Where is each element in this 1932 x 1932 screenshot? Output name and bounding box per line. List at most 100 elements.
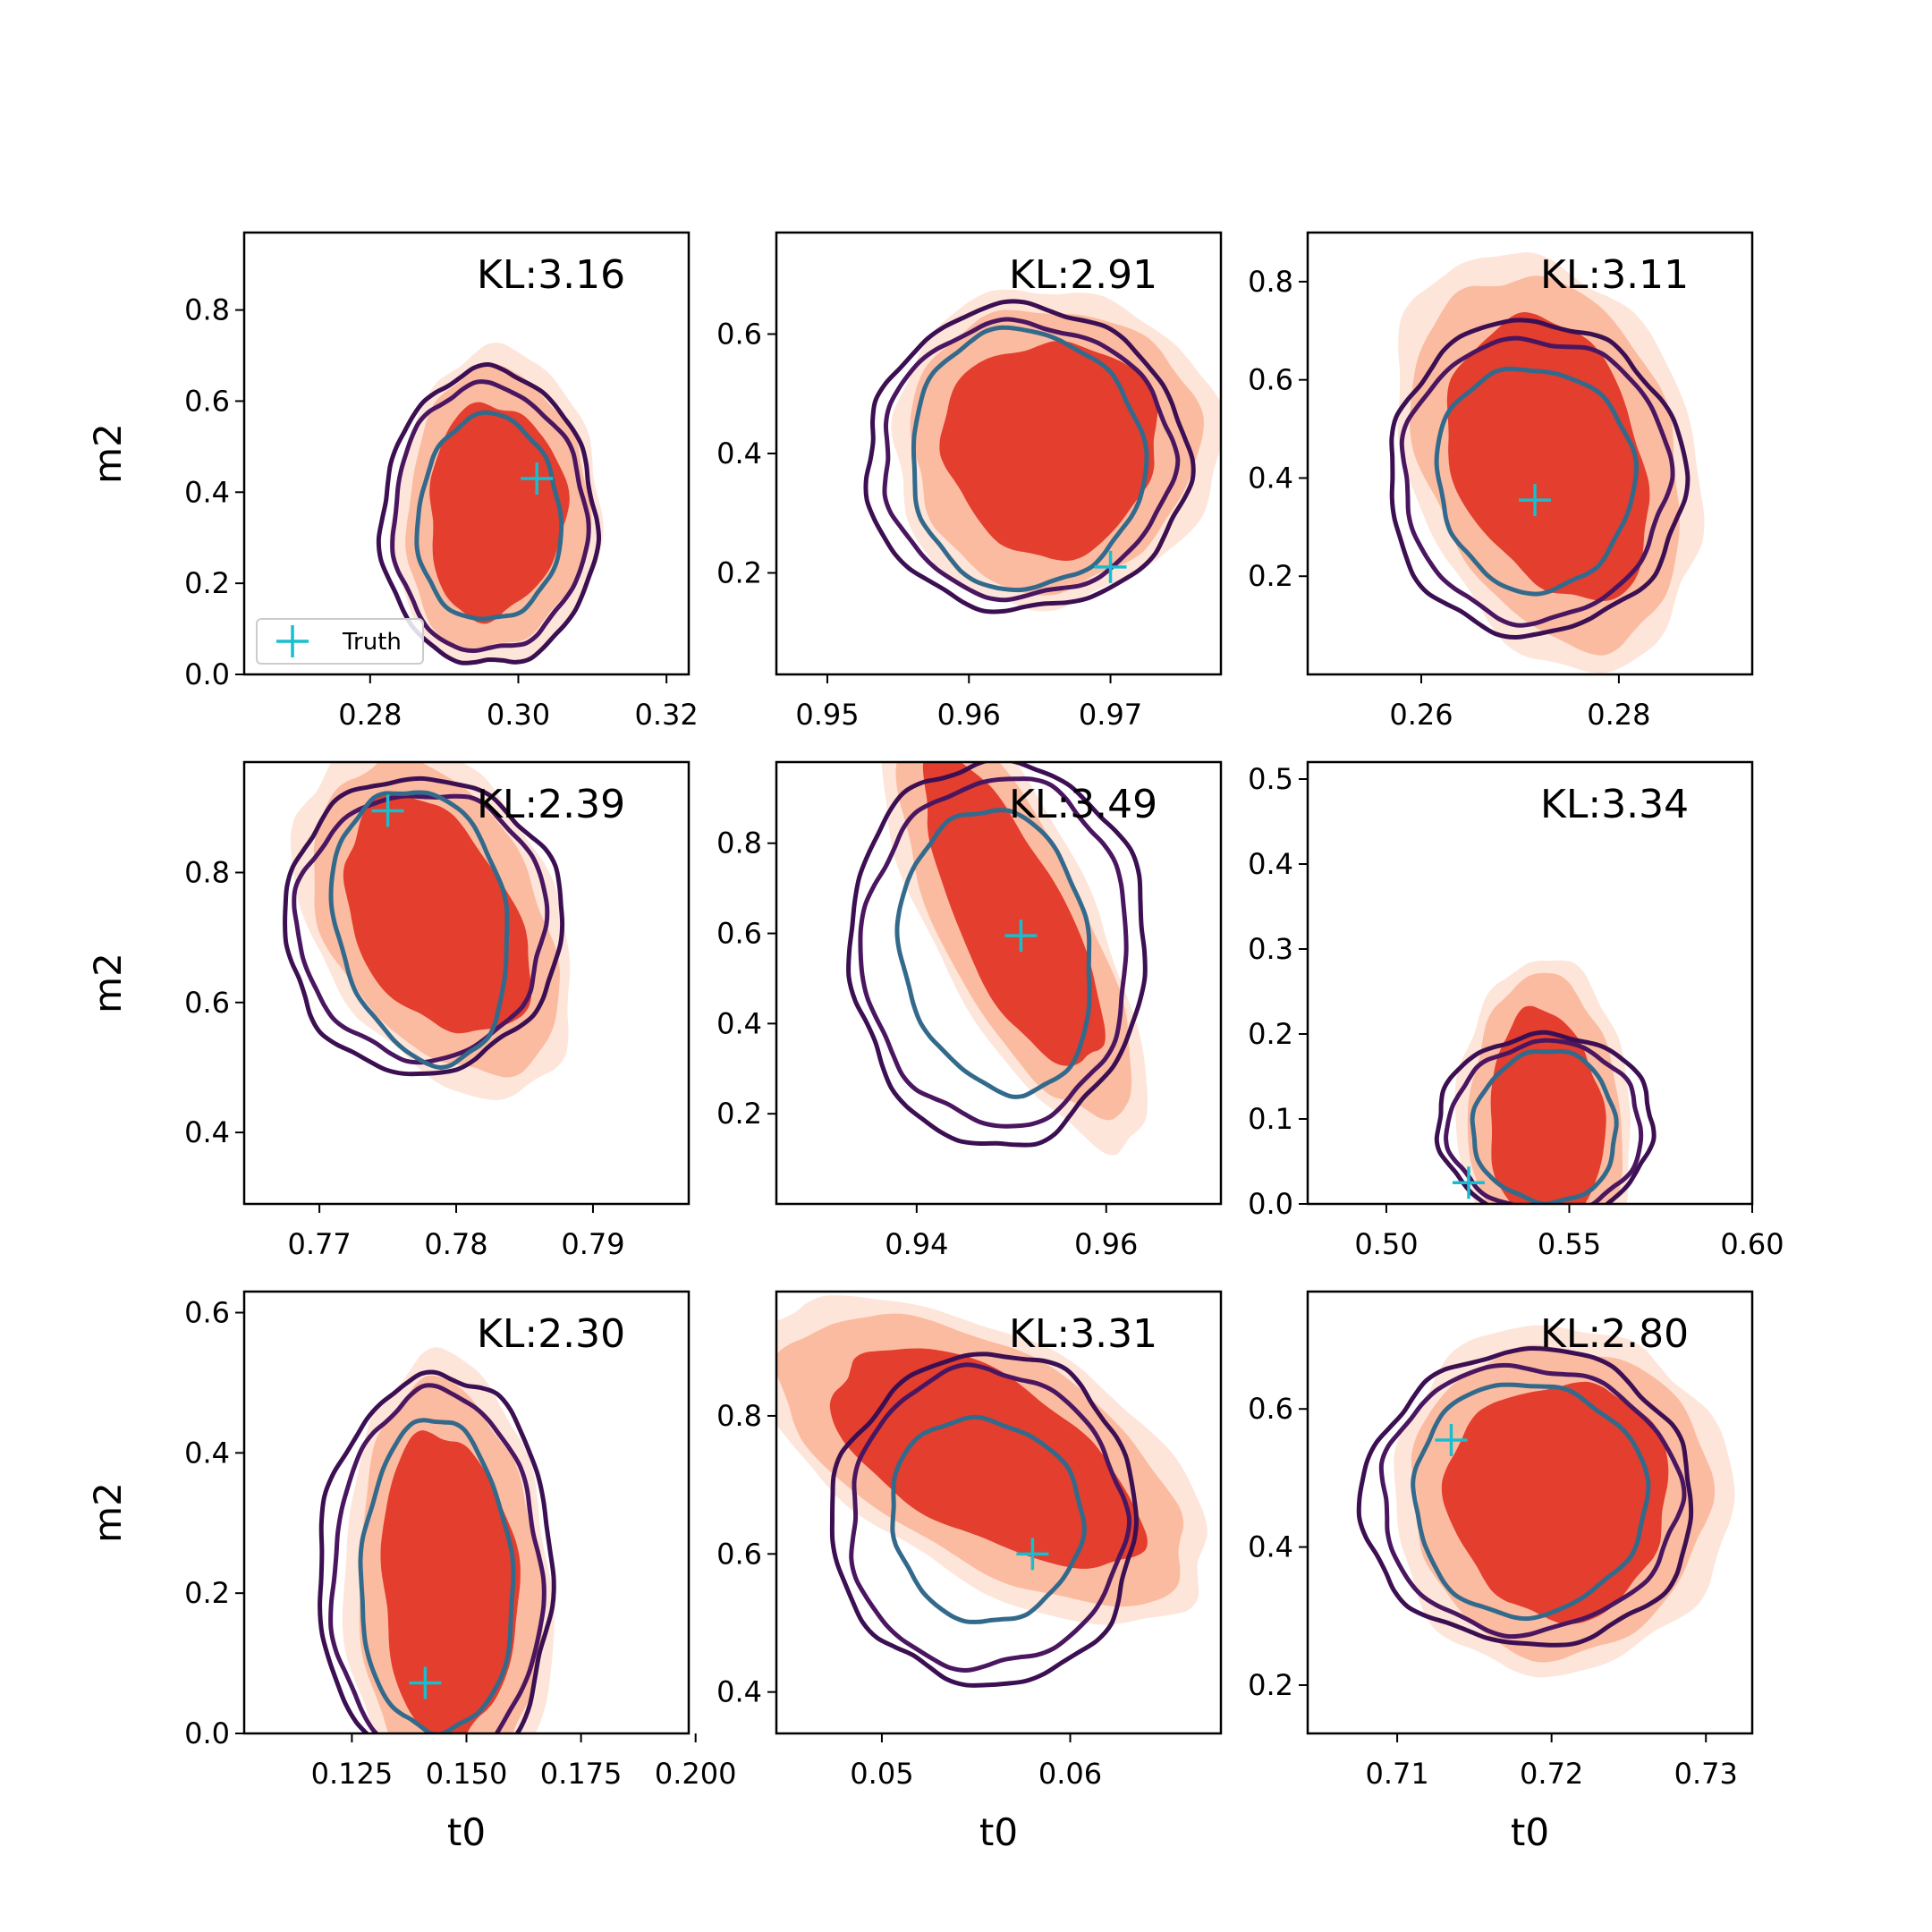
- x-tick-label: 0.06: [1038, 1757, 1102, 1791]
- truth-marker: [1435, 1423, 1468, 1456]
- y-tick-label: 0.2: [184, 1576, 230, 1610]
- panel-7: 0.125 0.150 0.175 0.200 0.0 0.2 0.4 0.6 KL:2.30 m…: [86, 1290, 737, 1854]
- y-tick-label: 0.2: [716, 556, 762, 590]
- y-tick-label: 0.6: [716, 917, 762, 951]
- truth-marker: [1094, 550, 1127, 583]
- y-axis-label: m2: [86, 1482, 130, 1543]
- contour-inner: [1470, 1048, 1619, 1204]
- x-tick-label: 0.28: [1587, 698, 1650, 732]
- x-tick-label: 0.73: [1674, 1757, 1738, 1791]
- panel-1: 0.28 0.30 0.32 0.0 0.2 0.4 0.6 0.8 KL:3.16 m2 Trut…: [86, 231, 699, 732]
- kl-annotation: KL:2.39: [477, 782, 625, 827]
- contour-mid: [1378, 1362, 1687, 1640]
- x-tick-label: 0.78: [424, 1227, 487, 1261]
- truth-marker: [1452, 1166, 1485, 1199]
- contour-inner: [328, 790, 510, 1070]
- panel-4: 0.77 0.78 0.79 0.4 0.6 0.8 KL:2.39 m2: [86, 760, 691, 1261]
- x-tick-label: 0.60: [1720, 1227, 1784, 1261]
- y-tick-label: 0.6: [716, 1537, 762, 1571]
- contour-mid: [1444, 1038, 1644, 1204]
- y-tick-label: 0.4: [1248, 1530, 1293, 1564]
- truth-marker: [521, 462, 554, 496]
- kl-annotation: KL:3.16: [477, 252, 625, 298]
- truth-marker: [1016, 1538, 1049, 1571]
- kl-annotation: KL:2.30: [477, 1311, 625, 1357]
- y-tick-label: 0.1: [1248, 1102, 1293, 1136]
- x-tick-label: 0.05: [850, 1757, 913, 1791]
- x-tick-label: 0.150: [426, 1757, 508, 1791]
- panel-2: 0.95 0.96 0.97 0.2 0.4 0.6 KL:2.91: [716, 231, 1223, 732]
- kl-annotation: KL:3.11: [1540, 252, 1689, 298]
- contour-outer: [1434, 1030, 1657, 1204]
- panel-6: 0.50 0.55 0.60 0.0 0.1 0.2 0.3 0.4 0.5 KL:3.34: [1248, 760, 1784, 1261]
- y-tick-label: 0.4: [184, 475, 230, 509]
- x-tick-label: 0.72: [1520, 1757, 1583, 1791]
- x-tick-label: 0.175: [540, 1757, 623, 1791]
- filled-density-inner: [380, 1430, 521, 1733]
- filled-density-inner: [1446, 312, 1650, 602]
- contour-outer: [283, 775, 565, 1077]
- truth-marker: [371, 794, 404, 827]
- contour-mid: [858, 776, 1129, 1129]
- x-tick-label: 0.94: [885, 1227, 948, 1261]
- y-tick-label: 0.2: [1248, 559, 1293, 593]
- contour-mid: [328, 1383, 547, 1733]
- y-tick-label: 0.0: [184, 1716, 230, 1750]
- truth-marker: [1519, 484, 1552, 517]
- y-tick-label: 0.2: [1248, 1668, 1293, 1702]
- x-tick-label: 0.55: [1538, 1227, 1601, 1261]
- y-tick-label: 0.2: [1248, 1017, 1293, 1051]
- y-tick-label: 0.0: [184, 657, 230, 691]
- panel-3: 0.26 0.28 0.2 0.4 0.6 0.8 KL:3.11: [1248, 231, 1754, 732]
- plot-area: [776, 1295, 1208, 1688]
- x-tick-label: 0.95: [795, 698, 859, 732]
- axes-frame: [1306, 760, 1754, 1206]
- y-tick-label: 0.6: [184, 986, 230, 1020]
- x-tick-label: 0.96: [937, 698, 1001, 732]
- contour-outer: [829, 1352, 1140, 1688]
- plot-area: [846, 762, 1148, 1156]
- y-tick-label: 0.4: [716, 1675, 762, 1709]
- axes-frame: [775, 1290, 1223, 1735]
- contour-outer: [863, 299, 1196, 614]
- kl-annotation: KL:3.31: [1009, 1311, 1157, 1357]
- kl-annotation: KL:2.91: [1009, 252, 1157, 298]
- plot-area: [1434, 960, 1657, 1204]
- x-tick-label: 0.77: [287, 1227, 351, 1261]
- axes-frame: [242, 231, 691, 676]
- x-tick-label: 0.71: [1365, 1757, 1428, 1791]
- x-tick-label: 0.26: [1389, 698, 1453, 732]
- x-tick-label: 0.79: [561, 1227, 624, 1261]
- filled-density-inner: [343, 792, 532, 1034]
- legend-box: [256, 618, 424, 665]
- plot-area: [863, 289, 1221, 614]
- kl-annotation: KL:3.49: [1009, 782, 1157, 827]
- y-tick-label: 0.6: [716, 317, 762, 351]
- contour-inner: [894, 808, 1092, 1099]
- kl-annotation: KL:2.80: [1540, 1311, 1689, 1357]
- y-tick-label: 0.2: [184, 566, 230, 600]
- filled-density-inner: [939, 341, 1158, 562]
- contour-mid: [849, 1362, 1132, 1673]
- y-tick-label: 0.6: [184, 1296, 230, 1330]
- truth-marker: [1004, 919, 1038, 953]
- contour-outer: [846, 762, 1148, 1148]
- y-tick-label: 0.4: [716, 436, 762, 470]
- x-tick-label: 0.125: [311, 1757, 394, 1791]
- y-tick-label: 0.8: [184, 856, 230, 890]
- y-tick-label: 0.8: [1248, 265, 1293, 299]
- contour-inner: [1411, 1382, 1651, 1622]
- y-tick-label: 0.2: [716, 1097, 762, 1131]
- contour-mid: [882, 317, 1181, 603]
- contour-mid: [1399, 335, 1675, 628]
- contour-outer: [1356, 1345, 1694, 1648]
- kl-annotation: KL:3.34: [1540, 782, 1689, 827]
- y-tick-label: 0.3: [1248, 932, 1293, 966]
- y-tick-label: 0.5: [1248, 762, 1293, 796]
- x-tick-label: 0.96: [1074, 1227, 1138, 1261]
- y-tick-label: 0.4: [1248, 461, 1293, 495]
- x-axis-label: t0: [1511, 1810, 1549, 1854]
- legend-truth-marker: [276, 625, 309, 657]
- x-tick-label: 0.200: [655, 1757, 737, 1791]
